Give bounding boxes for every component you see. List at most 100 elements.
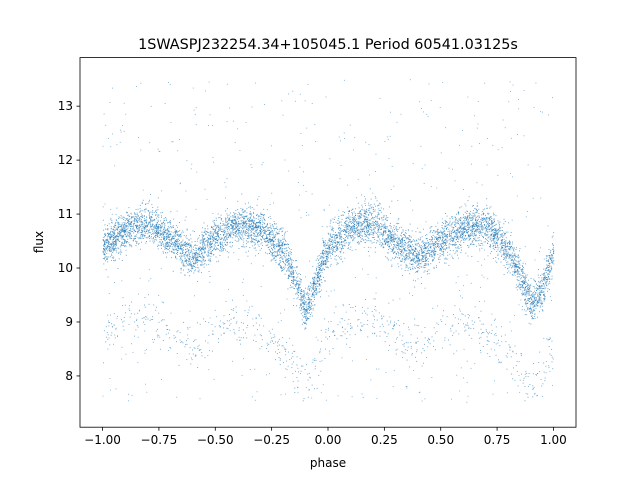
data-point [352, 231, 354, 233]
data-point [430, 250, 432, 251]
data-point [537, 285, 538, 286]
data-point [103, 242, 105, 244]
data-point [230, 216, 232, 218]
data-point [303, 322, 305, 323]
data-point [519, 288, 521, 290]
data-point [278, 242, 280, 244]
data-point [113, 241, 115, 243]
data-point [344, 239, 346, 241]
data-point [174, 249, 176, 251]
data-point [353, 225, 354, 227]
data-point [114, 222, 116, 224]
data-point [336, 264, 338, 266]
data-point [435, 239, 437, 241]
data-point [212, 232, 214, 234]
data-point [321, 256, 323, 258]
data-point [549, 258, 551, 260]
data-point [264, 231, 266, 233]
data-point [345, 234, 347, 236]
data-point [524, 282, 526, 283]
data-point [403, 251, 405, 253]
data-point [117, 239, 119, 241]
data-point [282, 269, 284, 270]
data-point [137, 208, 139, 210]
data-point [547, 266, 549, 268]
data-point [483, 218, 484, 220]
data-point [181, 255, 183, 257]
data-point [280, 245, 282, 247]
data-point [420, 283, 422, 284]
data-point [282, 230, 284, 232]
data-point [351, 223, 352, 224]
data-point [102, 219, 104, 221]
data-point [300, 300, 302, 302]
data-point [533, 301, 535, 303]
data-point [503, 238, 505, 240]
data-point [200, 255, 202, 257]
data-point [551, 260, 553, 262]
data-point [124, 231, 126, 233]
data-point [551, 243, 553, 245]
data-point [425, 238, 427, 240]
data-point [366, 211, 368, 213]
data-point [484, 219, 486, 221]
data-point [313, 296, 315, 298]
data-point [292, 286, 294, 288]
data-point [414, 247, 416, 249]
data-point [218, 260, 219, 262]
data-point [519, 247, 521, 249]
data-point [482, 244, 484, 246]
data-point [174, 235, 176, 237]
data-point [463, 233, 465, 235]
data-point [336, 234, 338, 235]
data-point [446, 237, 448, 238]
data-point [209, 258, 211, 260]
data-point [206, 239, 208, 241]
data-point [521, 281, 523, 283]
data-point [111, 241, 113, 243]
data-point [113, 240, 115, 242]
data-point [418, 246, 420, 247]
data-point [466, 210, 468, 212]
data-point [322, 240, 324, 241]
data-point [464, 238, 466, 239]
data-point [148, 214, 150, 216]
data-point [194, 255, 196, 257]
data-point [425, 257, 426, 259]
data-point [433, 247, 435, 249]
data-point [165, 236, 167, 238]
data-point [128, 223, 130, 225]
data-point [150, 217, 152, 219]
data-point [317, 282, 319, 284]
data-point [400, 232, 402, 234]
data-point [257, 226, 259, 228]
data-point [263, 214, 265, 215]
data-point [139, 237, 141, 239]
data-point [460, 234, 462, 236]
data-point [158, 226, 160, 228]
data-point [433, 259, 435, 261]
data-point [475, 218, 477, 220]
data-point [530, 297, 531, 299]
data-point [382, 247, 384, 249]
data-point [551, 255, 553, 257]
data-point [202, 227, 204, 229]
data-point [529, 305, 531, 307]
data-point [125, 245, 127, 247]
data-point [142, 215, 144, 217]
data-point [187, 257, 189, 259]
data-point [238, 226, 240, 228]
data-point [483, 214, 484, 216]
data-point [200, 249, 202, 251]
data-point [204, 252, 206, 254]
data-point [442, 233, 444, 235]
data-point [201, 231, 203, 233]
data-point [228, 218, 230, 219]
data-point [442, 232, 444, 234]
data-point [386, 238, 388, 240]
data-point [396, 240, 398, 242]
data-point [199, 254, 201, 256]
data-point [167, 249, 169, 250]
data-point [311, 312, 313, 314]
data-point [509, 256, 510, 258]
